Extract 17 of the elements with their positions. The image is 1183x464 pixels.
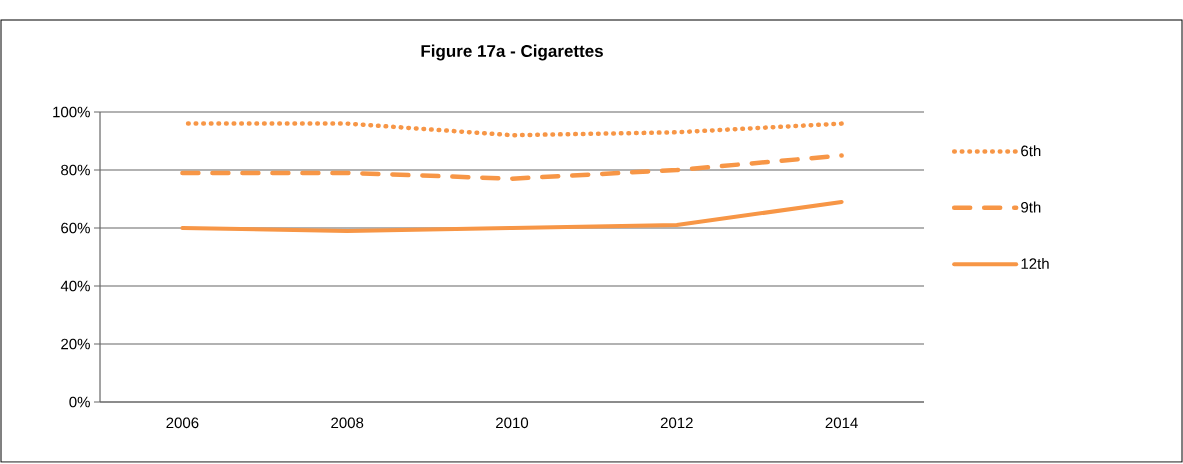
- x-tick-label: 2014: [825, 417, 858, 429]
- y-tick-label: 60%: [61, 222, 90, 234]
- x-tick-label: 2012: [660, 417, 693, 429]
- line-series: [180, 153, 844, 181]
- legend-label: 12th: [1021, 257, 1049, 269]
- y-tick-label: 100%: [53, 106, 90, 118]
- y-tick-label: 0%: [69, 396, 90, 408]
- y-tick-label: 40%: [60, 280, 90, 292]
- x-tick-label: 2010: [496, 417, 529, 429]
- legend-label: 6th: [1021, 145, 1041, 157]
- legend-label: 9th: [1021, 201, 1041, 213]
- line-series: [180, 199, 844, 233]
- x-tick-label: 2008: [331, 417, 364, 429]
- chart-title: Figure 17a - Cigarettes: [421, 44, 603, 61]
- x-tick-label: 2006: [166, 417, 199, 429]
- y-tick-label: 20%: [61, 338, 90, 350]
- y-tick-label: 80%: [61, 164, 90, 176]
